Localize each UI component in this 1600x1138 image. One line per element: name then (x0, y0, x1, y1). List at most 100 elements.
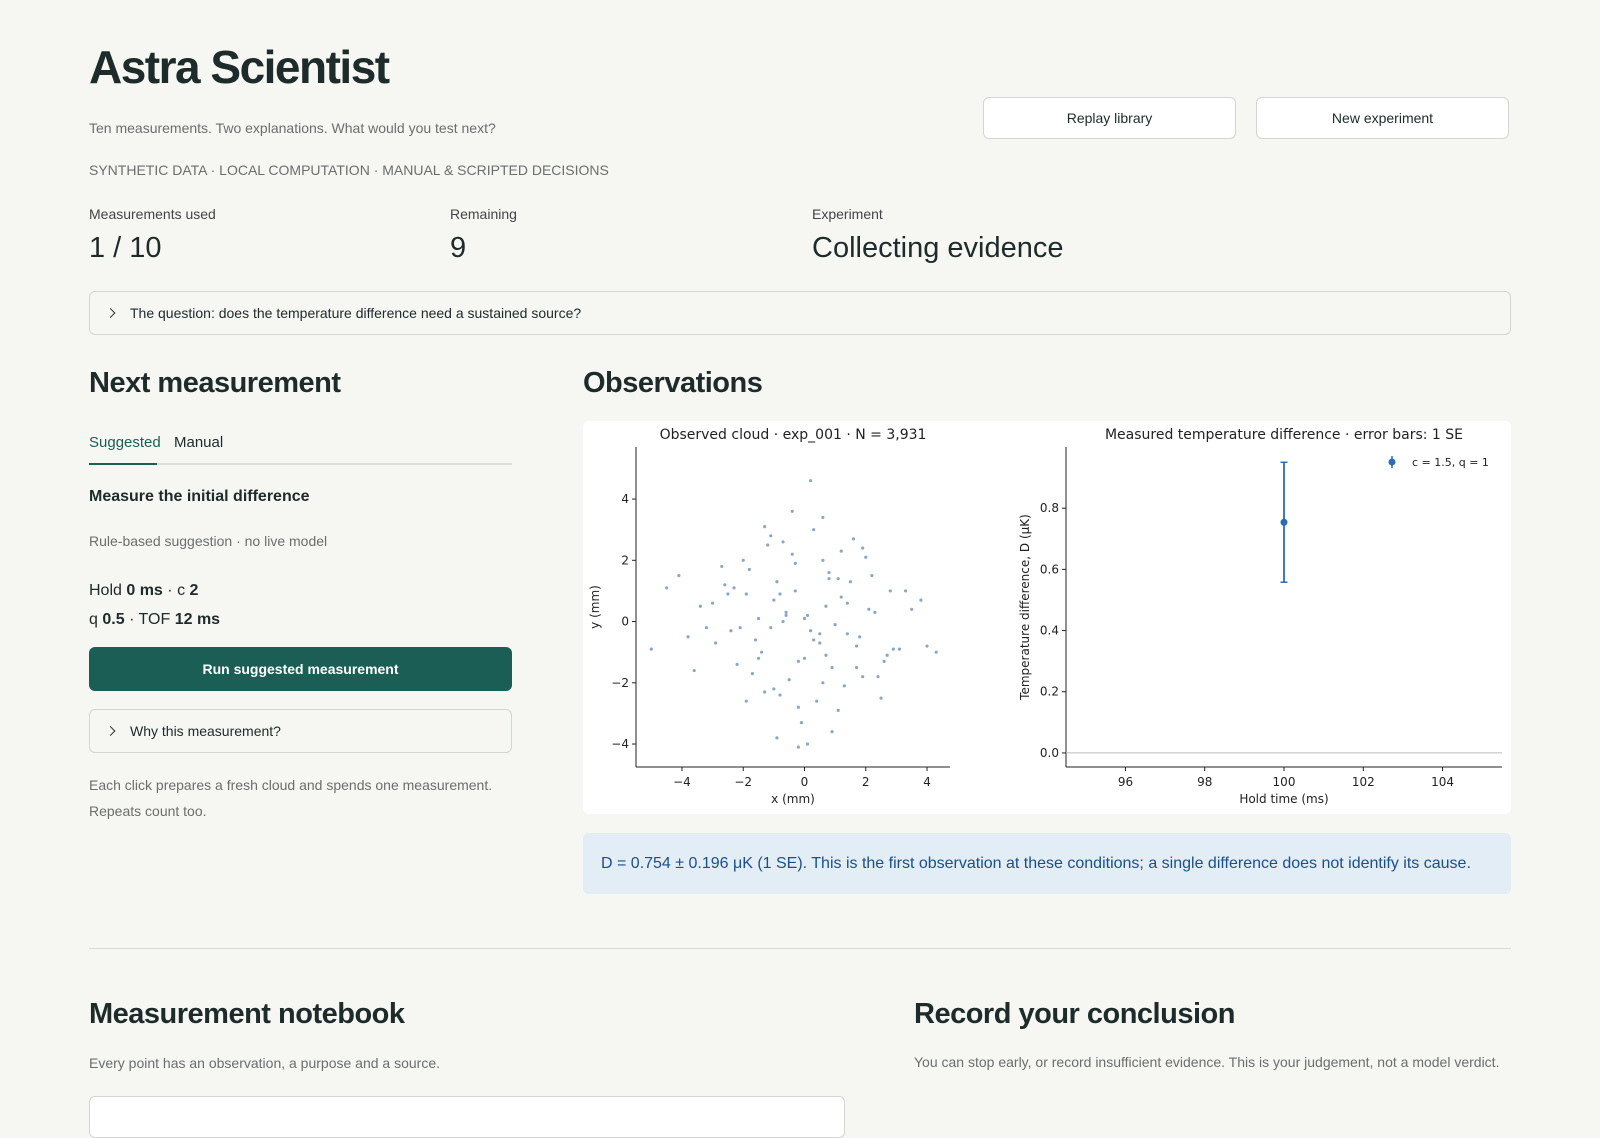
separator: · (129, 611, 135, 628)
x-tick-label: −4 (673, 775, 691, 789)
x-tick-label: 102 (1352, 775, 1375, 789)
scatter-point (851, 537, 856, 541)
scatter-point (775, 580, 779, 584)
scatter-point (861, 546, 865, 550)
stat-value: Collecting evidence (812, 232, 1064, 264)
scatter-point (821, 681, 825, 685)
scatter-point (903, 589, 908, 593)
param-value: 12 ms (174, 611, 221, 628)
subtitle: Ten measurements. Two explanations. What… (89, 120, 496, 136)
new-experiment-button[interactable]: New experiment (1256, 97, 1509, 139)
section-heading: Record your conclusion (914, 998, 1235, 1030)
scatter-point (781, 619, 785, 624)
notebook-table (89, 1096, 845, 1138)
scatter-point (723, 583, 727, 587)
scatter-point (805, 613, 810, 618)
scatter-point (830, 665, 834, 670)
scatter-point (876, 675, 880, 679)
tab-suggested[interactable]: Suggested (89, 434, 161, 451)
chart-title: Observed cloud · exp_001 · N = 3,931 (660, 427, 927, 443)
scatter-point (747, 567, 751, 572)
section-heading: Measurement notebook (89, 998, 405, 1030)
scatter-point (821, 558, 825, 562)
scatter-point (775, 736, 779, 740)
scatter-point (796, 659, 800, 663)
scatter-point (870, 574, 874, 578)
scatter-point (778, 693, 782, 697)
separator: · (167, 582, 173, 599)
y-tick-label: 0.2 (1040, 685, 1059, 699)
scatter-point (891, 647, 895, 651)
stat-label: Measurements used (89, 206, 216, 222)
x-tick-label: 0 (801, 775, 809, 789)
x-tick-label: 104 (1431, 775, 1454, 789)
y-tick-label: 0.8 (1040, 501, 1059, 515)
scatter-point (784, 610, 788, 614)
scatter-point (861, 675, 865, 679)
scatter-point (756, 616, 761, 621)
scatter-point (732, 586, 736, 590)
suggestion-note: Rule-based suggestion · no live model (89, 533, 328, 549)
question-toggle[interactable]: The question: does the temperature diffe… (89, 291, 1511, 335)
scatter-point (796, 705, 800, 709)
y-tick-label: 0 (621, 615, 629, 629)
legend-label: c = 1.5, q = 1 (1412, 456, 1489, 469)
scatter-point (827, 577, 831, 581)
page: {"header": {"title": "Astra Scientist", … (89, 41, 1511, 1138)
charts: −4 −2 0 2 4 −4 −2 0 2 4 Observed cloud · exp_001 ·… (588, 427, 1502, 806)
data-point (1280, 518, 1288, 526)
scatter-point (934, 650, 938, 654)
x-tick-label: 2 (862, 775, 870, 789)
scatter-point (769, 534, 773, 538)
scatter-point (910, 607, 914, 611)
scatter-point (873, 610, 877, 614)
scatter-point (839, 595, 843, 599)
replay-library-button[interactable]: Replay library (983, 97, 1236, 139)
scatter-point (897, 647, 902, 651)
scatter-point (714, 641, 718, 645)
param-value: 2 (189, 582, 199, 599)
param-label: Hold (89, 582, 122, 599)
scatter-point (756, 656, 761, 660)
tab-manual[interactable]: Manual (174, 434, 224, 451)
x-tick-label: −2 (734, 775, 752, 789)
y-tick-label: 0.0 (1040, 746, 1059, 760)
scatter-point (925, 644, 929, 648)
scatter-point (790, 509, 794, 513)
chart-panel: −4 −2 0 2 4 −4 −2 0 2 4 Observed cloud · exp_001 ·… (583, 421, 1511, 814)
run-button[interactable]: Run suggested measurement (89, 647, 512, 691)
scatter-point (686, 635, 690, 639)
scatter-point (836, 708, 840, 712)
scatter-point (854, 665, 859, 670)
scatter-point (692, 668, 696, 673)
scatter-point (858, 635, 862, 639)
conclusion-subtitle: You can stop early, or record insufficie… (914, 1054, 1500, 1070)
scatter-point (812, 528, 816, 532)
chevron (105, 308, 116, 318)
scatter-point (741, 558, 745, 562)
y-tick-label: −2 (611, 676, 629, 690)
scatter-point (710, 601, 715, 605)
y-tick-label: 0.4 (1040, 624, 1059, 638)
scatter-point (802, 656, 807, 660)
stat-label: Remaining (450, 206, 517, 222)
tab-rail (89, 463, 512, 465)
y-axis-label: Temperature difference, D (μK) (1018, 514, 1032, 701)
scatter-point (760, 650, 764, 654)
scatter-point (885, 653, 889, 657)
y-tick-label: 4 (621, 492, 629, 506)
tab-indicator (89, 463, 157, 465)
scatter-point (704, 626, 709, 630)
x-axis-label: Hold time (ms) (1239, 792, 1328, 806)
suggestion-title: Measure the initial difference (89, 488, 310, 505)
scatter-point (824, 604, 828, 608)
scatter-point (784, 613, 788, 618)
section-heading: Next measurement (89, 367, 341, 399)
y-tick-label: −4 (611, 737, 629, 751)
scatter-point (879, 696, 883, 700)
why-toggle[interactable]: Why this measurement? (89, 709, 512, 753)
stat-value: 9 (450, 232, 467, 264)
scatter-point (839, 549, 843, 553)
scatter-point (854, 644, 859, 648)
